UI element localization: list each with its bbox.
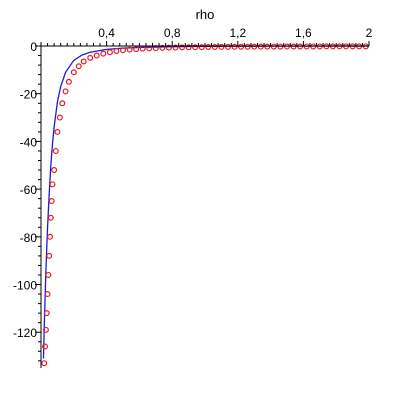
curve-layer	[42, 45, 370, 359]
data-point	[65, 78, 72, 85]
y-tick-label: -60	[20, 183, 38, 197]
data-point	[290, 43, 297, 50]
y-tick-label: -120	[13, 326, 37, 340]
data-point	[62, 88, 69, 95]
data-point	[133, 46, 140, 53]
x-tick-label: 1,6	[295, 26, 312, 40]
data-point	[251, 43, 258, 50]
data-point	[54, 128, 61, 135]
data-point	[45, 271, 52, 278]
data-point	[231, 43, 238, 50]
data-point	[93, 52, 100, 59]
data-point	[59, 100, 66, 107]
y-tick-label: 0	[30, 40, 37, 54]
marker-layer	[41, 43, 369, 367]
data-point	[42, 326, 49, 333]
fitted-curve	[42, 45, 370, 359]
data-point	[44, 291, 51, 298]
y-tick-label: -40	[20, 135, 38, 149]
x-tick-label: 2	[366, 26, 373, 40]
data-point	[211, 43, 218, 50]
data-point	[49, 181, 56, 188]
data-point	[284, 43, 291, 50]
data-point	[126, 46, 133, 53]
data-point	[264, 43, 271, 50]
data-point	[47, 233, 54, 240]
data-point	[198, 44, 205, 51]
data-point	[205, 43, 212, 50]
data-point	[106, 49, 113, 56]
data-point	[100, 50, 107, 57]
data-point	[270, 43, 277, 50]
y-tick-label: -100	[13, 279, 37, 293]
data-point	[218, 43, 225, 50]
data-point	[277, 43, 284, 50]
data-point	[46, 252, 53, 259]
data-point	[47, 214, 54, 221]
data-point	[119, 47, 126, 54]
data-point	[75, 63, 82, 70]
x-tick-label: 0,8	[164, 26, 181, 40]
y-tick-label: -20	[20, 88, 38, 102]
data-point	[165, 44, 172, 51]
data-point	[70, 69, 77, 76]
data-point	[113, 48, 120, 55]
axes-layer: 0,4 0,8 1,2 1,6 2 0 -20 -40 -60 -80 -100 -120	[13, 26, 373, 368]
data-point	[179, 44, 186, 51]
x-axis-title: rho	[196, 7, 215, 22]
x-tick-label: 1,2	[229, 26, 246, 40]
data-point	[41, 360, 48, 367]
data-point	[52, 147, 59, 154]
data-point	[172, 44, 179, 51]
data-point	[43, 310, 50, 317]
data-point	[42, 343, 49, 350]
data-point	[48, 198, 55, 205]
data-point	[244, 43, 251, 50]
data-point	[192, 44, 199, 51]
data-point	[80, 58, 87, 65]
x-tick-label: 0,4	[98, 26, 115, 40]
data-point	[185, 44, 192, 51]
data-point	[257, 43, 264, 50]
data-point	[51, 167, 58, 174]
data-point	[87, 54, 94, 61]
y-tick-label: -80	[20, 231, 38, 245]
data-point	[56, 114, 63, 121]
data-point	[224, 43, 231, 50]
data-point	[238, 43, 245, 50]
